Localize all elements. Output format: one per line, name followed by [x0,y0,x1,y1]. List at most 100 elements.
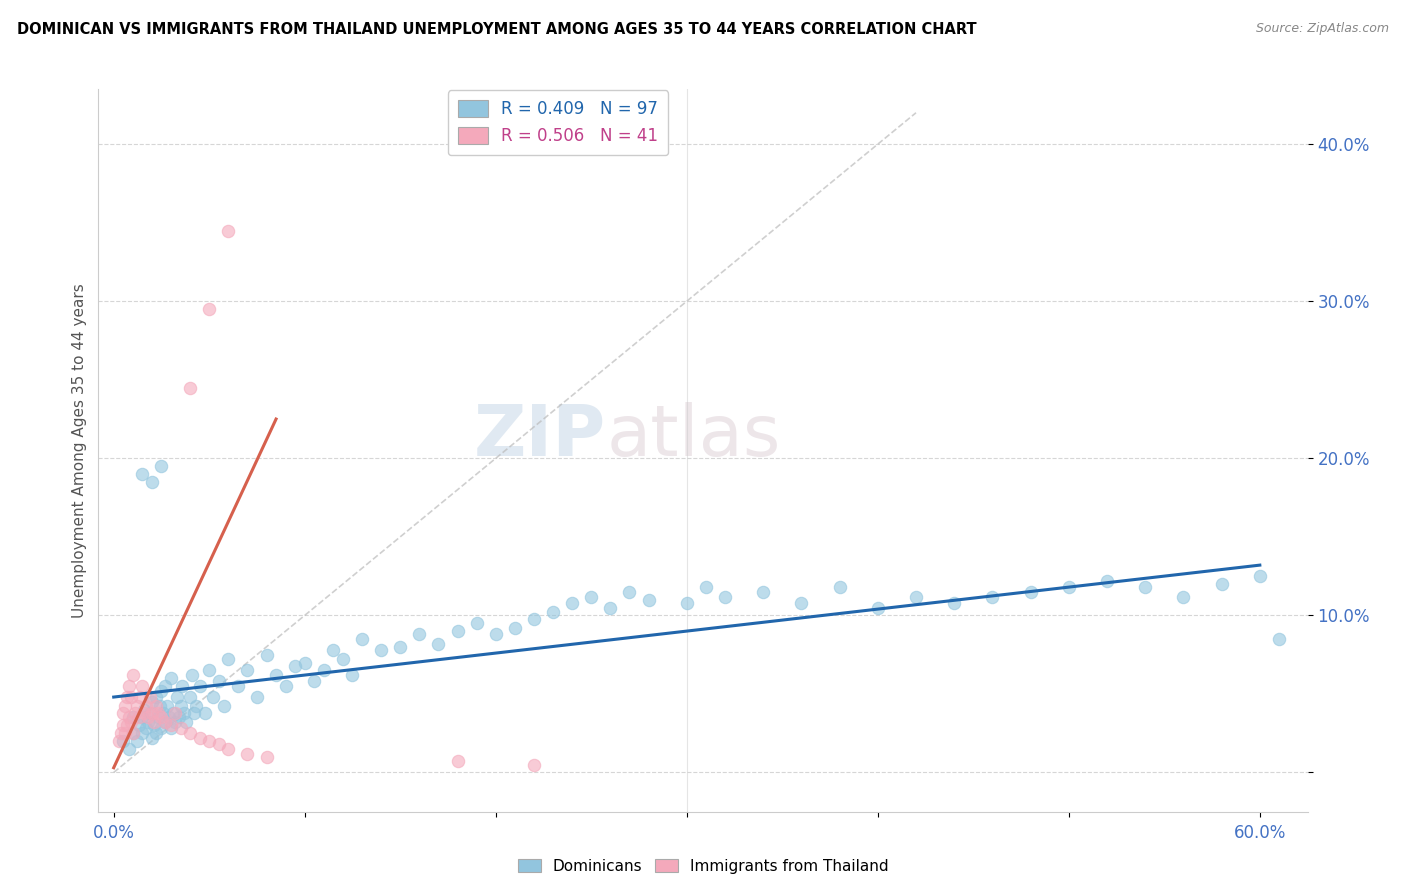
Point [214,699,236,714]
Point [1019,584,1042,599]
Point [695,580,717,594]
Point [136,710,159,724]
Point [256,749,278,764]
Point [150,722,173,736]
Point [121,726,143,740]
Point [112,718,135,732]
Point [503,621,526,635]
Point [134,706,156,720]
Point [145,690,167,704]
Point [246,690,269,704]
Point [110,726,132,740]
Point [446,755,468,769]
Point [1268,632,1291,646]
Point [114,699,136,714]
Point [181,668,204,682]
Point [541,605,564,619]
Point [332,652,354,666]
Point [169,722,191,736]
Point [904,590,927,604]
Point [156,699,179,714]
Point [202,690,225,704]
Text: 60.0%: 60.0% [1233,824,1286,842]
Point [135,722,157,736]
Point [194,706,217,720]
Point [943,596,966,610]
Point [114,726,136,740]
Text: ZIP: ZIP [474,401,606,470]
Point [160,671,183,685]
Point [162,706,184,720]
Point [112,734,135,748]
Point [135,699,157,714]
Point [312,664,335,678]
Point [174,715,197,730]
Point [1057,580,1080,594]
Point [408,627,430,641]
Point [188,679,211,693]
Point [150,710,173,724]
Point [342,668,364,682]
Text: Source: ZipAtlas.com: Source: ZipAtlas.com [1256,22,1389,36]
Point [714,590,737,604]
Point [121,710,143,724]
Point [136,715,159,730]
Point [264,668,287,682]
Point [148,699,170,714]
Point [142,715,165,730]
Point [131,726,153,740]
Point [121,668,143,682]
Point [155,679,177,693]
Point [146,710,169,724]
Point [118,710,141,724]
Point [198,302,221,317]
Point [217,223,239,237]
Point [294,656,316,670]
Point [236,664,259,678]
Point [163,715,186,730]
Point [828,580,851,594]
Point [981,590,1004,604]
Point [485,627,508,641]
Point [599,600,621,615]
Point [139,706,162,720]
Point [141,695,163,709]
Point [124,706,146,720]
Point [427,637,450,651]
Point [581,590,603,604]
Point [304,674,326,689]
Point [284,658,307,673]
Point [169,699,191,714]
Point [183,706,205,720]
Point [208,737,231,751]
Point [112,706,135,720]
Point [370,643,392,657]
Point [129,690,152,704]
Point [125,734,148,748]
Y-axis label: Unemployment Among Ages 35 to 44 years: Unemployment Among Ages 35 to 44 years [72,283,87,618]
Point [619,584,641,599]
Point [1249,569,1271,583]
Point [166,690,188,704]
Point [155,715,177,730]
Point [157,710,180,724]
Point [1095,574,1118,588]
Point [389,640,412,654]
Point [141,475,163,489]
Legend: Dominicans, Immigrants from Thailand: Dominicans, Immigrants from Thailand [512,853,894,880]
Point [120,715,142,730]
Point [131,710,153,724]
Point [561,596,583,610]
Point [790,596,813,610]
Point [160,718,183,732]
Point [752,584,775,599]
Point [141,731,163,745]
Point [146,706,169,720]
Point [350,632,373,646]
Point [155,715,177,730]
Point [465,616,488,631]
Point [446,624,468,639]
Point [179,381,201,395]
Point [1173,590,1195,604]
Legend: R = 0.409   N = 97, R = 0.506   N = 41: R = 0.409 N = 97, R = 0.506 N = 41 [447,90,668,155]
